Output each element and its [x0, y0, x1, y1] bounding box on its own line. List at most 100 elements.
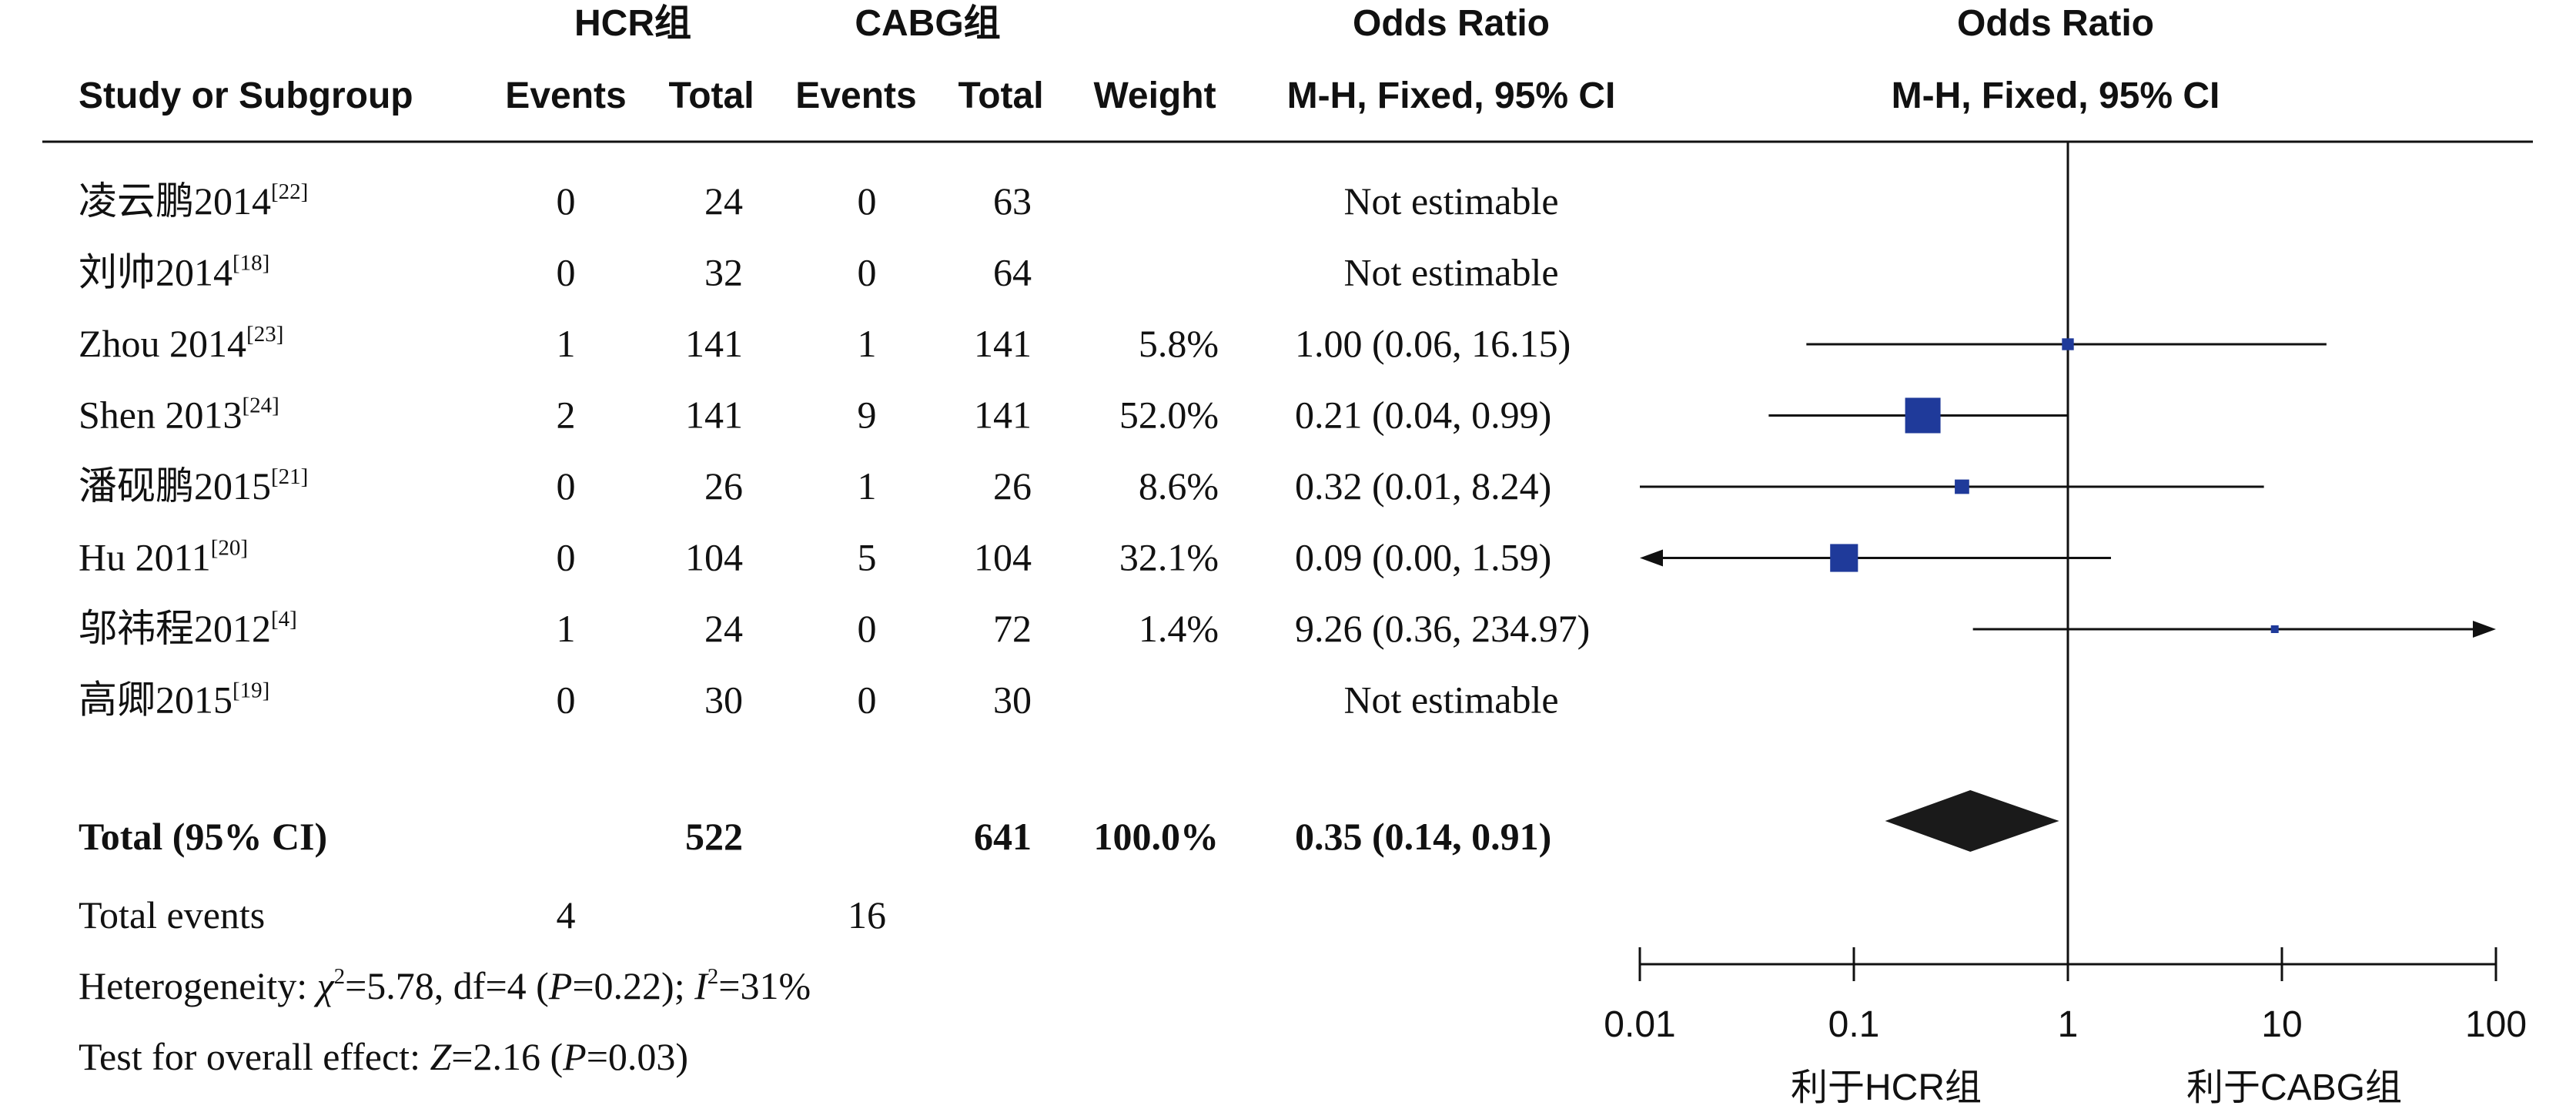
overall-effect-text: Test for overall effect: Z=2.16 (P=0.03) — [79, 1035, 688, 1078]
study-label: Shen 2013 — [79, 394, 243, 437]
het-p-value: =0.22); — [572, 964, 694, 1007]
odds-ratio-header-left: Odds Ratio — [1353, 3, 1550, 44]
study-ref: [21] — [271, 464, 308, 489]
study-events1: 2 — [557, 394, 576, 437]
events1-column-header: Events — [505, 75, 626, 116]
study-events1: 0 — [557, 536, 576, 579]
heterogeneity-text: Heterogeneity: χ2=5.78, df=4 (P=0.22); I… — [79, 964, 811, 1007]
study-estimate — [1768, 397, 2067, 434]
study-weight: 52.0% — [1119, 394, 1219, 437]
study-ci-text: 1.00 (0.06, 16.15) — [1295, 322, 1571, 365]
study-total2: 63 — [993, 179, 1032, 223]
study-ci-text: 0.09 (0.00, 1.59) — [1295, 536, 1551, 579]
study-ref: [19] — [233, 678, 269, 703]
study-row: Shen 2013[24] 2 141 9 141 52.0% 0.21 (0.04, 0.… — [79, 394, 1551, 437]
study-ci-text: Not estimable — [1343, 678, 1558, 722]
study-total1: 32 — [704, 251, 743, 294]
study-total2: 141 — [974, 394, 1032, 437]
study-name: 邬祎程2012[4] — [79, 607, 297, 650]
study-row: Zhou 2014[23] 1 141 1 141 5.8% 1.00 (0.06, 16.… — [79, 322, 1571, 365]
study-total1: 24 — [704, 179, 743, 223]
study-total1: 104 — [685, 536, 743, 579]
study-total2: 26 — [993, 464, 1032, 508]
study-total1: 26 — [704, 464, 743, 508]
chi-symbol: χ — [314, 964, 336, 1007]
odds-ratio-header-right: Odds Ratio — [1957, 3, 2154, 44]
events2-column-header: Events — [795, 75, 916, 116]
study-label: Hu 2011 — [79, 536, 211, 579]
total-ci-text: 0.35 (0.14, 0.91) — [1295, 815, 1551, 858]
chi-value: =5.78, df=4 ( — [345, 964, 549, 1007]
study-events1: 0 — [557, 678, 576, 722]
study-name: Shen 2013[24] — [79, 394, 279, 437]
het-p-symbol: P — [548, 964, 573, 1007]
study-label: 潘砚鹏2015 — [79, 464, 271, 508]
study-events2: 1 — [858, 322, 877, 365]
study-events1: 1 — [557, 607, 576, 650]
study-events2: 0 — [858, 179, 877, 223]
favours-left-label: 利于HCR组 — [1791, 1067, 1982, 1108]
favours-right-label: 利于CABG组 — [2186, 1067, 2402, 1108]
pooled-diamond — [1885, 790, 2059, 852]
method-header-right: M-H, Fixed, 95% CI — [1892, 75, 2220, 116]
study-row: 刘帅2014[18] 0 32 0 64 Not estimable — [79, 251, 1559, 294]
total-n2: 641 — [974, 815, 1032, 858]
forest-plot-area: 0.01 0.1 1 10 100 — [1604, 142, 2527, 1045]
study-estimate — [1806, 338, 2327, 350]
study-name: 刘帅2014[18] — [79, 251, 269, 294]
study-estimate — [1640, 479, 2264, 494]
total-events-e2: 16 — [848, 893, 886, 936]
weight-column-header: Weight — [1093, 75, 1216, 116]
study-events1: 1 — [557, 322, 576, 365]
estimate-box — [2062, 338, 2074, 350]
i-value: =31% — [718, 964, 811, 1007]
chi-superscript: 2 — [334, 964, 346, 989]
i-symbol: I — [694, 964, 709, 1007]
z-symbol: Z — [430, 1035, 452, 1078]
study-row: Hu 2011[20] 0 104 5 104 32.1% 0.09 (0.00, 1.59… — [79, 536, 1551, 579]
study-events1: 0 — [557, 251, 576, 294]
study-ci-text: 9.26 (0.36, 234.97) — [1295, 607, 1590, 650]
study-name: 凌云鹏2014[22] — [79, 179, 308, 223]
study-name: 高卿2015[19] — [79, 678, 269, 722]
study-weight: 1.4% — [1139, 607, 1219, 650]
study-total2: 72 — [993, 607, 1032, 650]
study-ci-text: Not estimable — [1343, 179, 1558, 223]
study-events2: 0 — [858, 251, 877, 294]
study-weight: 32.1% — [1119, 536, 1219, 579]
study-ref: [18] — [233, 251, 269, 276]
study-events2: 0 — [858, 678, 877, 722]
study-total1: 141 — [685, 394, 743, 437]
study-ci-text: 0.21 (0.04, 0.99) — [1295, 394, 1551, 437]
study-ref: [22] — [271, 179, 308, 204]
study-row: 潘砚鹏2015[21] 0 26 1 26 8.6% 0.32 (0.01, 8.24) — [79, 464, 1551, 508]
study-total2: 30 — [993, 678, 1032, 722]
estimate-box — [2270, 625, 2279, 633]
study-events2: 1 — [858, 464, 877, 508]
overall-p-value: =0.03) — [587, 1035, 688, 1078]
study-rows: 凌云鹏2014[22] 0 24 0 63 Not estimable 刘帅2014[18]… — [79, 179, 1590, 722]
group1-header: HCR组 — [574, 3, 691, 44]
ci-arrow-right — [2473, 621, 2496, 638]
estimate-box — [1830, 544, 1858, 572]
study-row: 高卿2015[19] 0 30 0 30 Not estimable — [79, 678, 1559, 722]
total1-column-header: Total — [668, 75, 754, 116]
x-tick-label: 0.1 — [1828, 1004, 1880, 1045]
i-superscript: 2 — [708, 964, 719, 989]
study-ref: [24] — [243, 394, 279, 418]
x-tick-label: 1 — [2058, 1004, 2079, 1045]
study-label: 刘帅2014 — [79, 251, 233, 294]
study-row: 凌云鹏2014[22] 0 24 0 63 Not estimable — [79, 179, 1559, 223]
study-events1: 0 — [557, 179, 576, 223]
study-weight: 8.6% — [1139, 464, 1219, 508]
estimate-box — [1955, 479, 1969, 494]
total-events-e1: 4 — [557, 893, 576, 936]
ci-arrow-left — [1640, 549, 1663, 567]
method-header-left: M-H, Fixed, 95% CI — [1287, 75, 1616, 116]
study-total1: 141 — [685, 322, 743, 365]
study-name: Zhou 2014[23] — [79, 322, 283, 365]
study-name: 潘砚鹏2015[21] — [79, 464, 308, 508]
study-ref: [23] — [246, 322, 283, 347]
